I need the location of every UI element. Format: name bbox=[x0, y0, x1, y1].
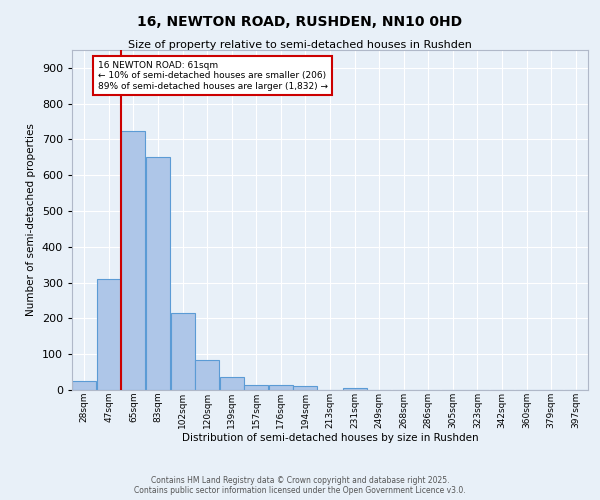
Bar bbox=[269, 384, 293, 390]
Bar bbox=[343, 388, 367, 390]
Text: 16 NEWTON ROAD: 61sqm
← 10% of semi-detached houses are smaller (206)
89% of sem: 16 NEWTON ROAD: 61sqm ← 10% of semi-deta… bbox=[98, 60, 328, 90]
Bar bbox=[244, 384, 268, 390]
Bar bbox=[293, 386, 317, 390]
Bar bbox=[121, 130, 145, 390]
Text: Size of property relative to semi-detached houses in Rushden: Size of property relative to semi-detach… bbox=[128, 40, 472, 50]
Bar bbox=[170, 313, 194, 390]
Text: Contains HM Land Registry data © Crown copyright and database right 2025.
Contai: Contains HM Land Registry data © Crown c… bbox=[134, 476, 466, 495]
Bar bbox=[72, 381, 97, 390]
Bar bbox=[146, 158, 170, 390]
Bar bbox=[195, 360, 219, 390]
Text: 16, NEWTON ROAD, RUSHDEN, NN10 0HD: 16, NEWTON ROAD, RUSHDEN, NN10 0HD bbox=[137, 15, 463, 29]
Bar bbox=[220, 378, 244, 390]
Y-axis label: Number of semi-detached properties: Number of semi-detached properties bbox=[26, 124, 36, 316]
X-axis label: Distribution of semi-detached houses by size in Rushden: Distribution of semi-detached houses by … bbox=[182, 434, 478, 444]
Bar bbox=[97, 279, 121, 390]
